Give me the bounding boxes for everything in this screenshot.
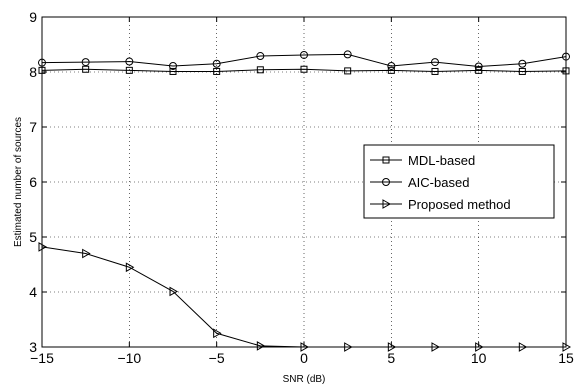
y-tick-label: 3 xyxy=(29,339,37,355)
data-point-proposed-method xyxy=(256,341,266,351)
data-point-mdl-based xyxy=(387,66,395,74)
legend-marker xyxy=(382,199,392,209)
data-point-aic-based xyxy=(256,52,265,61)
y-tick-label: 5 xyxy=(29,229,37,245)
y-tick-label: 9 xyxy=(29,9,37,25)
data-point-aic-based xyxy=(81,58,90,67)
x-tick-label: 5 xyxy=(387,350,395,366)
series-line-mdl-based xyxy=(41,68,567,72)
x-tick-label: −5 xyxy=(209,350,225,366)
data-point-mdl-based xyxy=(125,66,133,74)
y-tick-label: 4 xyxy=(29,284,37,300)
legend: MDL-based AIC-based Proposed method xyxy=(363,144,555,219)
data-point-aic-based xyxy=(518,59,527,68)
legend-marker xyxy=(382,156,390,164)
legend-label: MDL-based xyxy=(408,153,475,168)
data-point-mdl-based xyxy=(256,66,264,74)
data-point-aic-based xyxy=(300,50,308,59)
legend-item-aic-based: AIC-based xyxy=(370,175,469,190)
x-tick-label: 15 xyxy=(558,350,574,366)
data-point-proposed-method xyxy=(82,248,91,259)
x-axis-label: SNR (dB) xyxy=(283,374,326,385)
x-tick-label: −10 xyxy=(117,350,141,366)
legend-marker xyxy=(382,178,390,186)
data-point-mdl-based xyxy=(431,67,439,75)
x-tick-label: −15 xyxy=(30,350,54,366)
data-point-aic-based xyxy=(125,57,134,66)
y-tick-label: 8 xyxy=(29,64,37,80)
legend-label: Proposed method xyxy=(408,197,511,212)
series-line-aic-based xyxy=(41,53,567,68)
data-point-proposed-method xyxy=(169,286,179,297)
x-tick-label: 0 xyxy=(300,350,308,366)
y-tick-label: 6 xyxy=(29,174,37,190)
legend-item-mdl-based: MDL-based xyxy=(370,153,475,168)
data-point-mdl-based xyxy=(344,67,352,75)
legend-label: AIC-based xyxy=(408,175,469,190)
data-point-aic-based xyxy=(169,61,177,70)
series-proposed-method xyxy=(38,242,572,352)
y-axis-label: Estimated number of sources xyxy=(13,117,24,247)
data-point-mdl-based xyxy=(300,65,308,73)
data-point-proposed-method xyxy=(213,328,222,339)
axis-ticks: −15 −10 −5 0 5 10 15 3 4 5 6 7 8 9 xyxy=(29,9,574,366)
data-point-mdl-based xyxy=(475,66,483,74)
data-point-mdl-based xyxy=(82,65,90,73)
x-tick-label: 10 xyxy=(471,350,487,366)
legend-item-proposed-method: Proposed method xyxy=(370,197,511,212)
data-point-aic-based xyxy=(343,50,352,59)
data-point-proposed-method xyxy=(125,262,135,273)
data-point-aic-based xyxy=(474,62,483,71)
data-point-aic-based xyxy=(431,58,439,67)
y-tick-label: 7 xyxy=(29,119,37,135)
data-point-aic-based xyxy=(387,61,396,70)
data-point-mdl-based xyxy=(213,67,221,75)
data-point-aic-based xyxy=(212,59,221,68)
data-point-mdl-based xyxy=(169,67,177,75)
data-point-mdl-based xyxy=(518,67,526,75)
